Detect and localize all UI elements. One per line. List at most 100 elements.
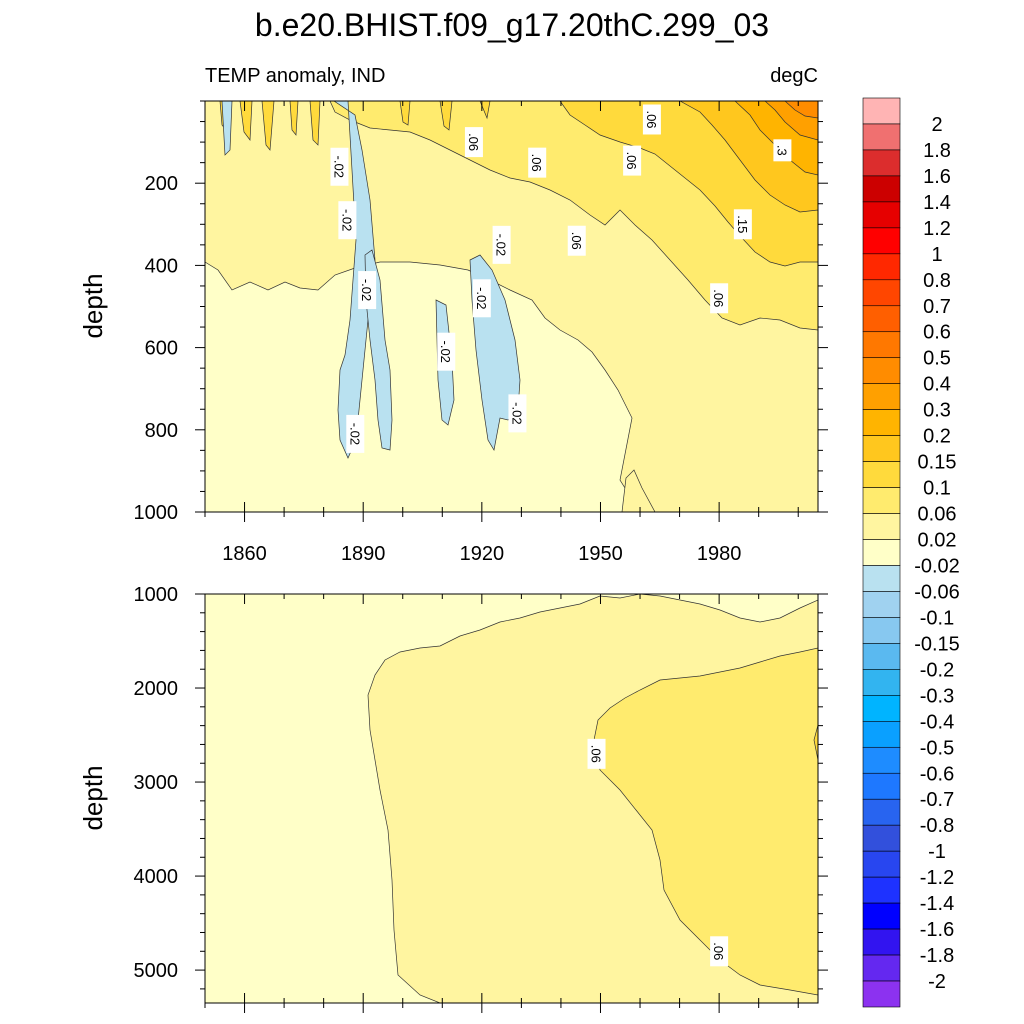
colorbar-level-label: 0.2	[923, 426, 951, 448]
colorbar-swatch	[862, 876, 901, 904]
colorbar-level-label: 1.4	[923, 192, 951, 214]
colorbar-swatch	[862, 565, 901, 592]
colorbar-swatch	[862, 409, 901, 436]
contour-label-box	[464, 127, 483, 158]
contour-label-box	[710, 936, 729, 967]
contour-label-text: -.02	[359, 279, 374, 301]
y-tick-label: 2000	[134, 678, 179, 700]
bottom-shade-east-edge	[813, 724, 818, 761]
y-tick-label: 4000	[134, 866, 179, 888]
contour-label: .06	[464, 127, 483, 158]
colorbar-level-label: -0.1	[920, 607, 954, 629]
colorbar-swatch	[862, 798, 901, 826]
colorbar-swatch	[862, 201, 901, 229]
contour-label-box	[338, 201, 357, 240]
colorbar-swatch	[862, 487, 901, 514]
colorbar-swatch	[862, 461, 901, 488]
colorbar-level-label: 0.6	[923, 322, 951, 344]
colorbar-level-label: -0.4	[920, 711, 954, 733]
top-shade-deep-patch	[621, 469, 656, 512]
contour-label-text: .06	[711, 289, 726, 307]
top-panel: 1860 1890 1920 1950 1980 200 400 600 800 1000 -.…	[78, 100, 828, 565]
colorbar-level-label: 0.15	[918, 452, 957, 474]
colorbar-level-label: -0.5	[920, 737, 954, 759]
colorbar-level-label: 1.2	[923, 218, 951, 240]
contour-label: .06	[528, 147, 547, 178]
colorbar-level-label: 1.8	[923, 140, 951, 162]
bottom-y-axis-label: depth	[78, 765, 108, 830]
colorbar-swatch	[862, 850, 901, 878]
contour-label-box	[330, 147, 349, 186]
contour-label-box	[472, 279, 491, 318]
colorbar-level-label: -0.6	[920, 763, 954, 785]
contour-label-text: .3	[774, 145, 789, 156]
contour-label-text: .06	[711, 942, 726, 960]
contour-label: -.02	[338, 201, 357, 240]
colorbar-level-label: -2	[928, 971, 946, 993]
contour-label-text: .15	[735, 215, 750, 233]
contour-label-box	[567, 225, 586, 256]
colorbar-swatch	[862, 746, 901, 774]
top-contour-labels: -.02 -.02 -.02 -.02 -.02 -.02 -.02 -.02 .06 .06 .0…	[330, 104, 792, 453]
contour-label: .06	[567, 225, 586, 256]
contour-label: -.02	[508, 394, 527, 433]
colorbar-swatch	[862, 305, 901, 333]
bottom-panel: 1000 2000 3000 4000 5000 .06 .06 depth	[78, 584, 828, 1013]
colorbar-swatch	[862, 253, 901, 281]
contour-label: -.02	[492, 225, 511, 264]
colorbar-swatch	[862, 669, 901, 696]
bottom-panel-frame	[204, 593, 819, 1004]
colorbar-level-label: -0.02	[914, 555, 960, 577]
colorbar-swatch	[862, 617, 901, 644]
colorbar-swatch	[862, 772, 901, 800]
contour-label: .06	[710, 283, 729, 314]
colorbar-swatch	[862, 123, 901, 151]
contour-label-text: .06	[589, 745, 604, 763]
y-tick-label: 1000	[134, 584, 179, 606]
y-tick-label: 3000	[134, 772, 179, 794]
contour-label: -.02	[346, 414, 365, 453]
x-tick-label: 1980	[697, 543, 742, 565]
contour-label-box	[492, 225, 511, 264]
contour-label-box	[587, 738, 606, 769]
colorbar-swatch	[862, 824, 901, 852]
contour-label: -.02	[437, 332, 456, 371]
colorbar-swatch	[862, 695, 901, 722]
top-y-tick-labels: 200 400 600 800 1000	[134, 173, 179, 524]
x-tick-label: 1950	[578, 543, 623, 565]
top-axis-ticks	[195, 100, 828, 522]
colorbar: 2 1.8 1.6 1.4 1.2 1 0.8 0.7 0.6 0.5 0.4 0.3 0.2 0.15 0…	[862, 97, 960, 1008]
colorbar-swatch	[862, 175, 901, 203]
contour-label-box	[528, 147, 547, 178]
colorbar-level-label: -1.8	[920, 945, 954, 967]
colorbar-swatch	[862, 643, 901, 670]
contour-label: .06	[587, 738, 606, 769]
colorbar-level-label: 1.6	[923, 166, 951, 188]
colorbar-level-label: -1.4	[920, 893, 954, 915]
colorbar-swatch	[862, 539, 901, 566]
x-tick-label: 1920	[460, 543, 505, 565]
colorbar-level-label: -1.2	[920, 867, 954, 889]
bottom-axis-ticks	[195, 593, 828, 1013]
bottom-contour-labels: .06 .06	[587, 738, 729, 967]
top-shade-negative-1	[221, 101, 233, 156]
contour-label-text: .06	[529, 154, 544, 172]
contour-label-text: .06	[569, 232, 584, 250]
colorbar-swatch	[862, 279, 901, 307]
colorbar-swatch	[862, 928, 901, 956]
contour-label: .06	[642, 104, 661, 135]
colorbar-level-label: -0.7	[920, 789, 954, 811]
chart-title: b.e20.BHIST.f09_g17.20thC.299_03	[255, 7, 769, 43]
colorbar-level-label: 0.7	[923, 296, 951, 318]
x-tick-label: 1890	[341, 543, 386, 565]
y-tick-label: 800	[145, 420, 178, 442]
contour-label-box	[642, 104, 661, 135]
colorbar-level-label: 0.06	[918, 504, 957, 526]
contour-label-box	[358, 271, 377, 310]
y-tick-label: 5000	[134, 960, 179, 982]
colorbar-level-label: -0.3	[920, 685, 954, 707]
contour-label: .15	[733, 209, 752, 240]
contour-label: .3	[773, 139, 792, 162]
colorbar-level-label: 0.8	[923, 270, 951, 292]
